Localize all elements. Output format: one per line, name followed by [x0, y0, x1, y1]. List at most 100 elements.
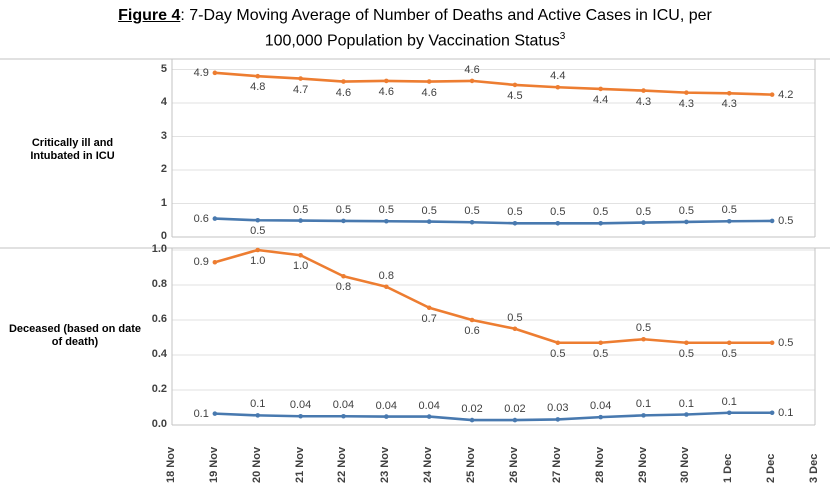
icu-blue-marker: [684, 219, 689, 225]
deceased-blue-value-label: 0.04: [375, 399, 398, 412]
icu-blue-value-label: 0.5: [593, 206, 609, 219]
panel-label-deceased: Deceased (based on date of death): [8, 323, 142, 348]
icu-blue-value-label: 0.5: [378, 204, 394, 217]
figure-title: Figure 4: 7-Day Moving Average of Number…: [0, 5, 830, 51]
icu-blue-marker: [555, 220, 561, 226]
deceased-orange-marker: [255, 247, 261, 253]
deceased-orange-marker: [769, 340, 775, 346]
icu-orange-marker: [341, 79, 346, 84]
deceased-blue-value-label: 0.1: [193, 407, 209, 420]
figure-title-line2: 100,000 Population by Vaccination Status: [264, 32, 560, 50]
icu-blue-value-label: 0.5: [421, 204, 437, 217]
deceased-blue-marker: [469, 417, 475, 423]
deceased-blue-marker: [298, 413, 303, 419]
y-tick-label: 0: [160, 230, 167, 242]
deceased-blue-marker: [512, 417, 518, 423]
y-tick-label: 0.4: [151, 348, 167, 360]
figure-title-superscript: 3: [559, 31, 566, 42]
icu-blue-marker: [769, 218, 775, 224]
deceased-orange-marker: [512, 326, 518, 332]
deceased-orange-value-label: 0.7: [421, 312, 437, 325]
deceased-blue-marker: [341, 413, 346, 419]
icu-orange-value-label: 4.4: [593, 93, 609, 106]
icu-blue-marker: [341, 218, 346, 224]
deceased-blue-value-label: 0.1: [778, 406, 794, 419]
icu-orange-marker: [555, 84, 561, 90]
icu-orange-marker: [212, 70, 218, 76]
deceased-blue-marker: [212, 411, 218, 416]
deceased-orange-line: [213, 248, 774, 345]
icu-orange-marker: [598, 86, 603, 92]
deceased-orange-value-label: 0.5: [721, 347, 737, 360]
icu-blue-marker: [469, 219, 475, 225]
deceased-blue-value-label: 0.04: [289, 399, 312, 412]
y-tick-label: 3: [160, 129, 167, 142]
x-axis-date-label: 18 Nov: [165, 446, 177, 483]
icu-blue-value-label: 0.5: [335, 203, 352, 216]
icu-blue-value-label: 0.5: [464, 205, 480, 218]
x-axis-date-label: 21 Nov: [293, 446, 306, 483]
deceased-blue-value-label: 0.1: [678, 397, 695, 410]
icu-orange-marker: [769, 92, 775, 97]
x-axis-date-label: 27 Nov: [550, 446, 563, 483]
line-chart-svg: [0, 58, 830, 426]
icu-blue-marker: [298, 218, 303, 223]
deceased-orange-marker: [684, 340, 689, 346]
icu-blue-marker: [512, 220, 518, 226]
icu-orange-marker: [726, 90, 732, 96]
x-axis-date-label: 22 Nov: [336, 446, 349, 483]
icu-orange-value-label: 4.3: [678, 97, 695, 110]
icu-blue-marker: [726, 218, 732, 224]
icu-orange-marker: [298, 76, 303, 81]
deceased-blue-marker: [684, 412, 689, 417]
deceased-blue-marker: [726, 410, 732, 416]
deceased-blue-marker: [641, 413, 646, 418]
icu-orange-value-label: 4.9: [193, 66, 209, 79]
figure-label: Figure 4: [118, 7, 181, 24]
icu-orange-marker: [469, 78, 475, 84]
deceased-blue-marker: [255, 413, 261, 418]
y-tick-label: 5: [160, 62, 167, 75]
icu-blue-marker: [598, 220, 603, 226]
icu-orange-marker: [512, 82, 518, 88]
deceased-orange-value-label: 1.0: [250, 255, 266, 267]
y-tick-label: 1.0: [151, 243, 167, 255]
icu-blue-value-label: 0.5: [778, 214, 794, 227]
icu-orange-value-label: 4.6: [378, 85, 394, 98]
icu-orange-value-label: 4.6: [464, 63, 480, 76]
deceased-blue-marker: [426, 414, 432, 419]
deceased-blue-value-label: 0.1: [250, 398, 266, 411]
x-axis-date-label: 26 Nov: [507, 446, 520, 483]
icu-orange-value-label: 4.3: [721, 98, 737, 111]
deceased-blue-value-label: 0.1: [721, 395, 737, 408]
y-tick-label: 0.8: [151, 278, 167, 290]
deceased-orange-marker: [469, 317, 475, 323]
deceased-blue-value-label: 0.04: [418, 399, 440, 412]
icu-orange-marker: [255, 73, 261, 79]
deceased-orange-marker: [341, 273, 346, 279]
deceased-orange-value-label: 0.5: [635, 322, 652, 335]
icu-blue-value-label: 0.5: [721, 204, 737, 217]
deceased-orange-value-label: 0.5: [550, 347, 566, 360]
x-axis-date-label: 24 Nov: [422, 446, 435, 483]
icu-blue-value-label: 0.5: [250, 225, 266, 238]
icu-orange-value-label: 4.7: [292, 83, 309, 96]
icu-orange-value-label: 4.6: [335, 86, 352, 99]
deceased-orange-value-label: 0.6: [464, 325, 480, 337]
x-axis-date-label: 1 Dec: [722, 453, 735, 483]
deceased-orange-marker: [641, 336, 646, 342]
deceased-blue-value-label: 0.02: [461, 403, 483, 416]
deceased-orange-value-label: 0.5: [778, 336, 794, 349]
x-axis-date-label: 2 Dec: [765, 453, 778, 483]
icu-blue-value-label: 0.5: [507, 206, 523, 219]
icu-orange-marker: [641, 88, 646, 93]
icu-blue-value-label: 0.5: [292, 203, 309, 216]
deceased-blue-marker: [384, 414, 389, 419]
icu-blue-value-label: 0.5: [635, 205, 652, 218]
y-tick-label: 0.0: [151, 418, 167, 430]
y-tick-label: 0.6: [151, 313, 167, 325]
icu-blue-value-label: 0.6: [193, 212, 209, 225]
deceased-blue-value-label: 0.02: [504, 403, 526, 416]
deceased-blue-value-label: 0.1: [635, 398, 652, 411]
deceased-orange-value-label: 0.5: [593, 347, 609, 360]
